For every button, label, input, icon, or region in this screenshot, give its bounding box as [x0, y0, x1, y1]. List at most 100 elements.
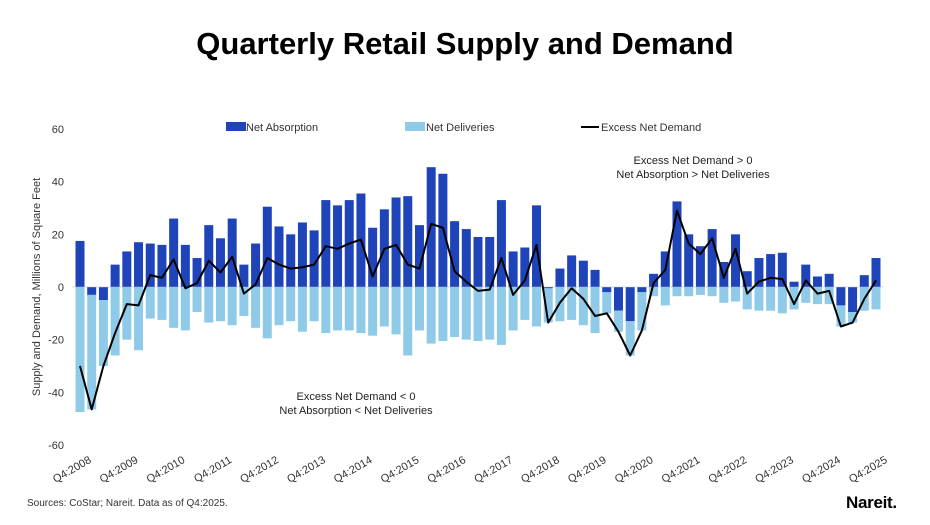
net-absorption-bar	[613, 287, 623, 311]
net-absorption-bar	[461, 229, 471, 287]
y-axis-label: Supply and Demand, Millions of Square Fe…	[31, 178, 43, 396]
net-absorption-bar	[414, 225, 424, 287]
net-absorption-bar	[754, 258, 764, 287]
excess-net-demand-line	[79, 209, 877, 411]
net-absorption-bar	[297, 222, 307, 287]
net-absorption-bar	[836, 287, 846, 306]
net-absorption-bar	[110, 264, 120, 287]
y-tick-label: 20	[52, 229, 64, 241]
net-deliveries-bar	[461, 287, 471, 340]
net-deliveries-bar	[262, 287, 272, 339]
net-absorption-bar	[192, 258, 202, 287]
net-absorption-bar	[812, 276, 822, 287]
net-deliveries-bar	[578, 287, 588, 326]
chart-title: Quarterly Retail Supply and Demand	[196, 26, 734, 61]
y-tick-label: -20	[48, 335, 64, 347]
x-tick-label: Q4:2012	[238, 454, 281, 485]
net-deliveries-bar	[532, 287, 542, 327]
net-deliveries-bar	[672, 287, 682, 297]
x-tick-label: Q4:2009	[98, 454, 141, 485]
x-tick-label: Q4:2010	[145, 454, 188, 485]
net-deliveries-bar	[239, 287, 249, 316]
net-deliveries-bar	[613, 310, 623, 332]
x-tick-label: Q4:2022	[706, 454, 749, 485]
net-deliveries-bar	[742, 287, 752, 310]
net-deliveries-bar	[836, 305, 846, 327]
net-deliveries-bar	[157, 287, 167, 320]
net-deliveries-bar	[602, 292, 612, 314]
x-tick-label: Q4:2017	[472, 454, 515, 485]
net-deliveries-bar	[391, 287, 401, 335]
net-deliveries-bar	[204, 287, 214, 323]
net-absorption-bar	[134, 242, 144, 287]
net-absorption-bar	[169, 218, 179, 287]
net-deliveries-bar	[426, 287, 436, 344]
net-absorption-bar	[368, 227, 378, 287]
x-tick-label: Q4:2025	[847, 454, 890, 485]
net-deliveries-bar	[812, 287, 822, 305]
annotation-negative-line2: Net Absorption < Net Deliveries	[279, 405, 433, 417]
net-absorption-bar	[145, 243, 155, 287]
y-tick-label: 60	[52, 124, 64, 136]
net-absorption-bar	[239, 264, 249, 287]
net-absorption-bar	[251, 243, 261, 287]
net-deliveries-bar	[731, 287, 741, 302]
net-deliveries-bar	[309, 287, 319, 322]
net-absorption-bar	[450, 221, 460, 287]
annotation-positive-line2: Net Absorption > Net Deliveries	[616, 169, 770, 181]
net-deliveries-bar	[321, 287, 331, 334]
net-absorption-bar	[262, 206, 272, 287]
net-deliveries-bar	[660, 287, 670, 306]
net-absorption-bar	[520, 247, 530, 287]
net-absorption-bar	[567, 255, 577, 287]
sources-note: Sources: CoStar; Nareit. Data as of Q4:2…	[27, 498, 228, 509]
net-absorption-bar	[391, 197, 401, 287]
net-deliveries-bar	[789, 287, 799, 310]
net-deliveries-bar	[508, 287, 518, 331]
net-absorption-bar	[801, 264, 811, 287]
net-deliveries-bar	[356, 287, 366, 334]
net-deliveries-bar	[227, 287, 237, 326]
net-deliveries-bar	[344, 287, 354, 331]
net-absorption-bar	[649, 273, 659, 287]
net-absorption-bar	[602, 287, 612, 293]
net-absorption-bar	[859, 275, 869, 287]
net-absorption-bar	[672, 201, 682, 287]
net-deliveries-bar	[122, 287, 132, 340]
net-deliveries-bar	[286, 287, 296, 322]
net-deliveries-bar	[871, 287, 881, 310]
annotation-negative-line1: Excess Net Demand < 0	[297, 391, 416, 403]
net-deliveries-bar	[414, 287, 424, 331]
net-absorption-bar	[180, 244, 190, 287]
net-absorption-bar	[403, 196, 413, 287]
net-absorption-bar	[848, 287, 858, 313]
x-tick-label: Q4:2024	[800, 454, 843, 485]
annotation-positive-line1: Excess Net Demand > 0	[634, 155, 753, 167]
net-deliveries-bar	[75, 287, 85, 413]
net-absorption-bar	[333, 205, 343, 287]
net-deliveries-bar	[251, 287, 261, 328]
net-absorption-bar	[157, 244, 167, 287]
net-deliveries-bar	[485, 287, 495, 340]
net-absorption-bar	[777, 252, 787, 287]
net-deliveries-bar	[649, 287, 659, 297]
net-deliveries-bar	[567, 287, 577, 320]
net-deliveries-bar	[368, 287, 378, 336]
net-deliveries-bar	[824, 287, 834, 305]
net-deliveries-bar	[192, 287, 202, 313]
net-deliveries-bar	[543, 288, 553, 323]
nareit-logo: Nareit.	[846, 493, 897, 512]
y-tick-label: -60	[48, 440, 64, 452]
legend-swatch-net-absorption	[226, 122, 246, 131]
net-deliveries-bar	[719, 287, 729, 303]
net-absorption-bar	[871, 258, 881, 287]
net-deliveries-bar	[438, 287, 448, 341]
net-deliveries-bar	[684, 287, 694, 297]
net-deliveries-bar	[766, 287, 776, 311]
net-deliveries-bar	[707, 287, 717, 297]
net-absorption-bar	[789, 281, 799, 287]
net-absorption-bar	[309, 230, 319, 287]
net-deliveries-bar	[379, 287, 389, 327]
